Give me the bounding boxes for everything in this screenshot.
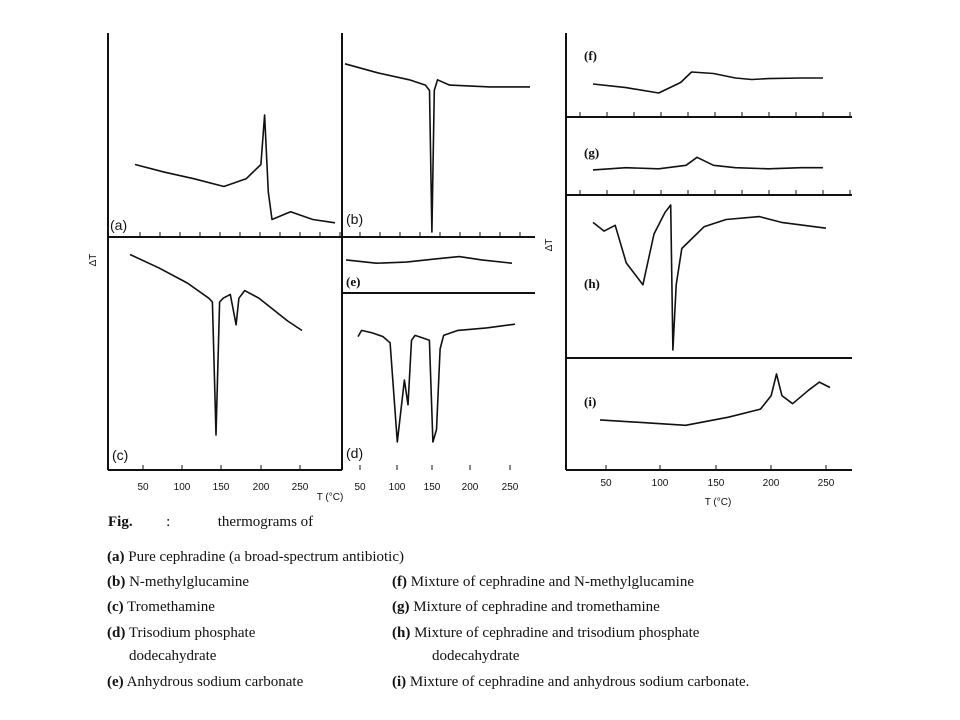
- legend-item-e: (e) Anhydrous sodium carbonate: [107, 672, 303, 693]
- legend-text: N-methylglucamine: [129, 574, 250, 590]
- legend-key: (f): [392, 574, 407, 590]
- legend-item-g: (g) Mixture of cephradine and tromethami…: [392, 597, 660, 618]
- x-tick-label: 200: [253, 482, 270, 493]
- thermogram-curve: [599, 373, 831, 427]
- panel-label: (a): [110, 217, 127, 233]
- x-tick-label: 150: [424, 482, 441, 493]
- legend-text: Anhydrous sodium carbonate: [126, 674, 304, 690]
- thermogram-curve: [129, 253, 303, 436]
- legend-item-c: (c) Tromethamine: [107, 597, 215, 618]
- legend-key: (e): [107, 674, 124, 690]
- legend-key: (c): [107, 599, 124, 615]
- x-tick-label: 100: [652, 478, 669, 489]
- legend-item-h-cont: dodecahydrate: [432, 646, 519, 667]
- x-tick-label: 50: [137, 482, 149, 493]
- legend-key: (h): [392, 625, 411, 641]
- x-tick-label: 200: [763, 478, 780, 489]
- thermogram-curve: [592, 204, 827, 351]
- x-tick-label: 50: [354, 482, 366, 493]
- legend-key: (i): [392, 674, 407, 690]
- x-tick-label: 250: [502, 482, 519, 493]
- panel-label: (d): [346, 445, 363, 461]
- axis-ticks: 50 100 150 200 250 50 100 150 200 250 50 100 150 200 2…: [137, 465, 835, 493]
- legend-text: Mixture of cephradine and tromethamine: [413, 599, 660, 615]
- x-tick-label: 50: [600, 478, 612, 489]
- x-tick-label: 150: [213, 482, 230, 493]
- thermogram-curve: [592, 71, 823, 94]
- legend-key: (d): [107, 625, 126, 641]
- legend-item-i: (i) Mixture of cephradine and anhydrous …: [392, 672, 749, 693]
- panel-frames: [107, 33, 852, 471]
- y-axis-label: ΔT: [544, 239, 555, 252]
- x-tick-label: 250: [292, 482, 309, 493]
- legend-text: Mixture of cephradine and trisodium phos…: [414, 625, 700, 641]
- panel-label: (c): [112, 447, 128, 463]
- x-axis-label: T (°C): [705, 497, 732, 508]
- thermogram-curve: [345, 255, 513, 265]
- x-tick-label: 250: [818, 478, 835, 489]
- x-tick-label: 100: [174, 482, 191, 493]
- legend-text: Mixture of cephradine and N-methylglucam…: [410, 574, 694, 590]
- legend-item-b: (b) N-methylglucamine: [107, 572, 249, 593]
- panel-label: (i): [584, 394, 596, 409]
- y-axis-label: ΔT: [88, 254, 99, 267]
- panel-label: (h): [584, 276, 600, 291]
- thermogram-curves: [129, 63, 831, 443]
- caption-text: thermograms of: [217, 514, 314, 530]
- legend-text: Pure cephradine (a broad-spectrum antibi…: [128, 549, 404, 565]
- x-tick-label: 200: [462, 482, 479, 493]
- legend-item-f: (f) Mixture of cephradine and N-methylgl…: [392, 572, 694, 593]
- x-tick-label: 150: [708, 478, 725, 489]
- caption-label: Fig.: [108, 514, 133, 530]
- legend-key: (b): [107, 574, 126, 590]
- thermogram-curve: [592, 156, 823, 171]
- legend-item-h: (h) Mixture of cephradine and trisodium …: [392, 623, 699, 644]
- legend-item-d-cont: dodecahydrate: [129, 646, 216, 667]
- legend-key: (g): [392, 599, 410, 615]
- legend-text: dodecahydrate: [432, 648, 520, 664]
- caption-title: Fig. : thermograms of: [108, 512, 313, 533]
- x-axis-label: T (°C): [317, 492, 344, 503]
- legend-text: dodecahydrate: [129, 648, 217, 664]
- legend-text: Mixture of cephradine and anhydrous sodi…: [409, 674, 750, 690]
- thermogram-curve: [134, 114, 336, 224]
- panel-label: (b): [346, 211, 363, 227]
- legend-text: Tromethamine: [127, 599, 215, 615]
- thermogram-curve: [357, 323, 516, 443]
- panel-labels: ΔT T (°C) ΔT T (°C) (a) (b) (c) (d) (e) (f) (g) (h)…: [88, 48, 731, 508]
- legend-item-d: (d) Trisodium phosphate: [107, 623, 255, 644]
- x-tick-label: 100: [389, 482, 406, 493]
- panel-label: (f): [584, 48, 597, 63]
- legend-key: (a): [107, 549, 125, 565]
- panel-label: (g): [584, 145, 599, 160]
- caption-sep: :: [166, 514, 171, 530]
- panel-label: (e): [346, 274, 360, 289]
- legend-text: Trisodium phosphate: [128, 625, 256, 641]
- legend-item-a: (a) Pure cephradine (a broad-spectrum an…: [107, 547, 404, 568]
- thermogram-curve: [344, 63, 530, 233]
